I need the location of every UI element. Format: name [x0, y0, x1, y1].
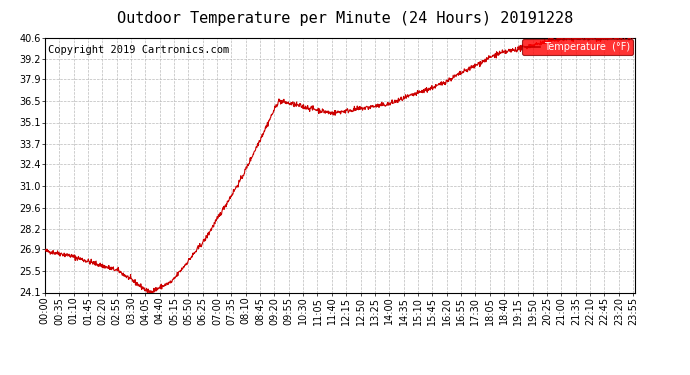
Text: Outdoor Temperature per Minute (24 Hours) 20191228: Outdoor Temperature per Minute (24 Hours…	[117, 11, 573, 26]
Text: Copyright 2019 Cartronics.com: Copyright 2019 Cartronics.com	[48, 45, 229, 55]
Legend: Temperature  (°F): Temperature (°F)	[522, 39, 633, 55]
